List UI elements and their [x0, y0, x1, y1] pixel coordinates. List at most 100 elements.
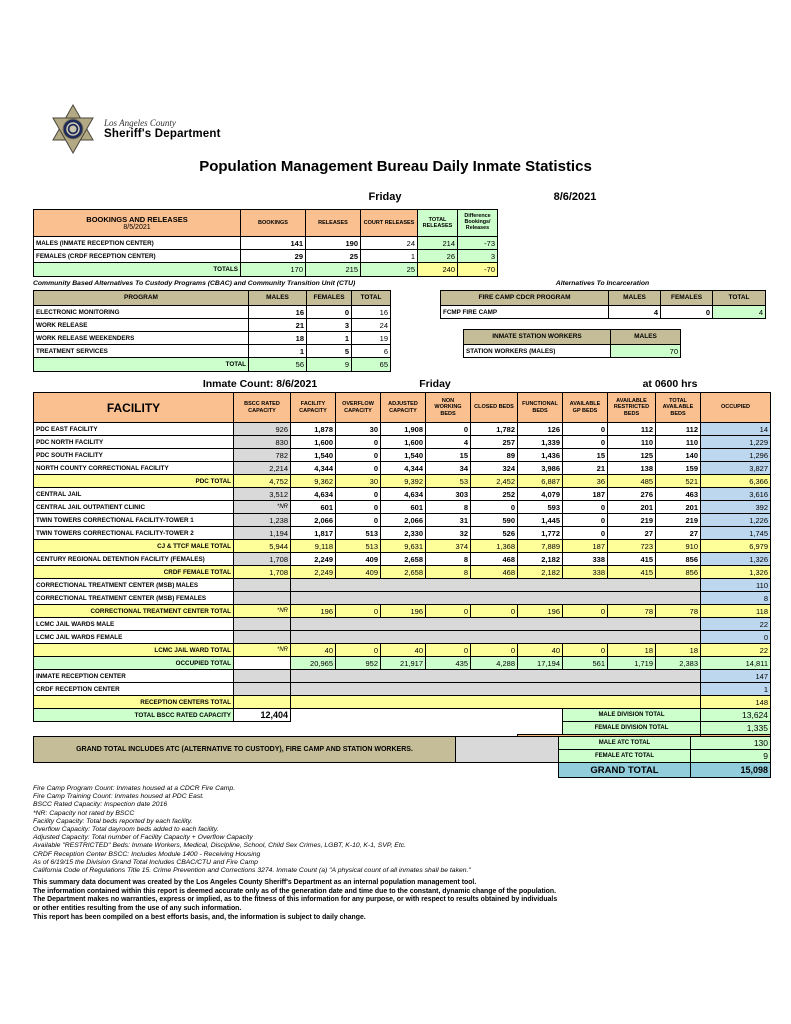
value-cell: 1,708	[233, 552, 291, 566]
value-cell: 2,066	[290, 513, 336, 527]
total-value: 78	[607, 604, 656, 618]
row-label: FEMALES (CRDF RECEPTION CENTER)	[33, 249, 241, 263]
value-cell: 1,226	[700, 513, 771, 527]
total-value: 9,631	[380, 539, 426, 553]
value-cell: 3,616	[700, 487, 771, 501]
column-header: AVAILABLE RESTRICTED BEDS	[607, 392, 656, 423]
occupied-total-value: 952	[335, 656, 381, 670]
occupied-total-value: 20,965	[290, 656, 336, 670]
bscc-cell	[233, 630, 291, 644]
disclaimer-line: This report has been compiled on a best …	[33, 913, 366, 921]
bscc-total-label: TOTAL BSCC RATED CAPACITY	[33, 708, 234, 722]
facility-name: INMATE RECEPTION CENTER	[33, 669, 234, 683]
total-value: 16	[351, 305, 391, 319]
disclaimer-line: The Department makes no warranties, expr…	[33, 896, 558, 904]
reception-total-label: RECEPTION CENTERS TOTAL	[33, 695, 234, 709]
facility-header-row: FACILITY BSCC RATED CAPACITY FACILITY CAPA…	[33, 392, 771, 423]
column-header: INMATE STATION WORKERS	[463, 329, 611, 345]
value-cell: 15	[425, 448, 471, 462]
facility-name: CENTURY REGIONAL DETENTION FACILITY (FEM…	[33, 552, 234, 566]
column-header: NON WORKING BEDS	[425, 392, 471, 423]
value-cell: 8	[425, 552, 471, 566]
total-value: 7,889	[517, 539, 563, 553]
value-cell: 112	[607, 422, 656, 436]
merged-gray-cell	[290, 682, 701, 696]
total-value: *NR	[233, 643, 291, 657]
reception-total-value: 148	[700, 695, 771, 709]
disclaimer: This summary data document was created b…	[33, 879, 557, 923]
value-cell: 89	[470, 448, 518, 462]
value-cell: 2,249	[290, 552, 336, 566]
total-value: 0	[335, 643, 381, 657]
total-value: 1,708	[233, 565, 291, 579]
page-title: Population Management Bureau Daily Inmat…	[199, 158, 592, 175]
value-cell: 141	[240, 236, 306, 250]
value-cell: 257	[470, 435, 518, 449]
female-atc-total-value: 9	[690, 749, 771, 763]
total-value: 415	[607, 565, 656, 579]
column-header: FACILITY CAPACITY	[290, 392, 336, 423]
total-value: 40	[517, 643, 563, 657]
total-value: 78	[655, 604, 701, 618]
bscc-cell	[233, 682, 291, 696]
total-value: 18	[655, 643, 701, 657]
alternatives-section-title: Alternatives To Incarceration	[555, 280, 650, 287]
total-value: 2,249	[290, 565, 336, 579]
footnote-line: California Code of Regulations Title 15.…	[33, 867, 471, 875]
total-value: 6,979	[700, 539, 771, 553]
bookings-row: FEMALES (CRDF RECEPTION CENTER) 29 25 1 26 3	[33, 249, 498, 263]
total-value: 9,362	[290, 474, 336, 488]
facility-row: INMATE RECEPTION CENTER 147	[33, 669, 771, 683]
total-value: 6,887	[517, 474, 563, 488]
value-cell: 27	[607, 526, 656, 540]
sheriff-star-icon	[52, 104, 94, 154]
facility-name: PDC EAST FACILITY	[33, 422, 234, 436]
facility-name: LCMC JAIL WARDS FEMALE	[33, 630, 234, 644]
facility-row: LCMC JAIL WARDS MALE 22	[33, 617, 771, 631]
value-cell: 0	[562, 513, 608, 527]
total-label: CJ & TTCF MALE TOTAL	[33, 539, 234, 553]
total-label: PDC TOTAL	[33, 474, 234, 488]
cbac-row: ELECTRONIC MONITORING 16 0 16	[33, 305, 391, 319]
bscc-cell	[233, 578, 291, 592]
occupied-total-value: 14,811	[700, 656, 771, 670]
column-header: MALES	[608, 290, 661, 306]
value-cell: 27	[655, 526, 701, 540]
total-value: 0	[470, 604, 518, 618]
bscc-cell	[233, 591, 291, 605]
value-cell: 1,238	[233, 513, 291, 527]
total-value: 53	[425, 474, 471, 488]
facility-name: CRDF RECEPTION CENTER	[33, 682, 234, 696]
spacer-cell	[291, 709, 563, 722]
value-cell: 463	[655, 487, 701, 501]
cbac-row: WORK RELEASE WEEKENDERS 18 1 19	[33, 331, 391, 345]
cbac-table: PROGRAM MALES FEMALES TOTAL ELECTRONIC MONIT…	[33, 290, 391, 372]
totals-value: 65	[351, 357, 391, 372]
bscc-cell	[233, 656, 291, 670]
fire-camp-table: FIRE CAMP CDCR PROGRAM MALES FEMALES TOTAL F…	[440, 290, 766, 319]
logo-text: Los Angeles County Sheriff's Department	[104, 118, 221, 140]
value-cell: 1,296	[700, 448, 771, 462]
facility-row: CRDF RECEPTION CENTER 1	[33, 682, 771, 696]
value-cell: 31	[425, 513, 471, 527]
merged-gray-cell	[290, 630, 701, 644]
column-header: OVERFLOW CAPACITY	[335, 392, 381, 423]
grand-total-label: GRAND TOTAL	[558, 762, 691, 778]
female-division-total-value: 1,335	[700, 721, 771, 735]
agency-name: Sheriff's Department	[104, 128, 221, 140]
total-value: 187	[562, 539, 608, 553]
cbac-header-row: PROGRAM MALES FEMALES TOTAL	[33, 290, 391, 306]
facility-row: LCMC JAIL WARD TOTAL *NR 40 0 40 0 0 40 0 18 18 22	[33, 643, 771, 657]
total-value: 468	[470, 565, 518, 579]
merged-gray-cell	[290, 591, 701, 605]
footnote-line: CRDF Reception Center BSCC: Includes Mod…	[33, 850, 261, 858]
value-cell: 0	[425, 422, 471, 436]
value-cell: 0	[562, 422, 608, 436]
column-header: RELEASES	[305, 209, 361, 237]
bscc-cell	[233, 617, 291, 631]
row-label: ELECTRONIC MONITORING	[33, 305, 249, 319]
value-cell: 187	[562, 487, 608, 501]
value-cell: 138	[607, 461, 656, 475]
total-value: 0	[470, 643, 518, 657]
value-cell: *NR	[233, 500, 291, 514]
